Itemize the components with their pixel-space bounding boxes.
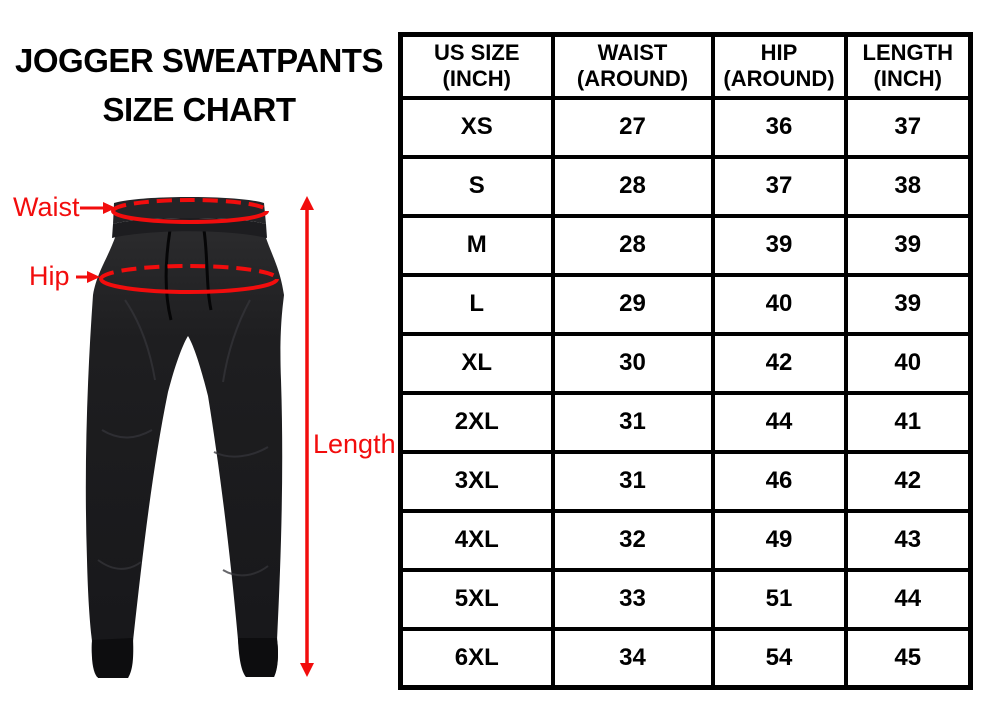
jogger-sweatpants-image <box>76 196 314 678</box>
table-header-row: US SIZE (INCH) WAIST (AROUND) HIP (AROUND) … <box>398 32 973 100</box>
header-line: LENGTH <box>862 40 953 66</box>
cell-length: 44 <box>843 567 973 631</box>
cell-waist: 28 <box>550 213 715 277</box>
drawstring-right <box>202 229 213 311</box>
cell-waist: 32 <box>550 508 715 572</box>
header-line: WAIST <box>597 40 668 66</box>
waistband <box>113 197 266 224</box>
hip-annotation-label: Hip <box>29 261 70 291</box>
cell-hip: 42 <box>710 331 848 395</box>
cell-size: 6XL <box>398 626 555 690</box>
cell-size: XL <box>398 331 555 395</box>
page-title-line2: SIZE CHART <box>102 91 297 128</box>
table-row-2xl: 2XL 31 44 41 <box>398 390 973 454</box>
table-row-6xl: 6XL 34 54 45 <box>398 626 973 690</box>
drawstring-left <box>164 229 173 321</box>
table-row-4xl: 4XL 32 49 43 <box>398 508 973 572</box>
header-line: (AROUND) <box>723 66 835 92</box>
waistband-ridge <box>112 218 267 238</box>
cell-size: 5XL <box>398 567 555 631</box>
table-row-5xl: 5XL 33 51 44 <box>398 567 973 631</box>
arrowheads <box>87 196 314 677</box>
page-title: JOGGER SWEATPANTS SIZE CHART <box>0 36 398 134</box>
cell-size: 2XL <box>398 390 555 454</box>
cell-length: 39 <box>843 272 973 336</box>
product-illustration-panel: JOGGER SWEATPANTS SIZE CHART <box>0 0 398 705</box>
header-line: (AROUND) <box>576 66 689 92</box>
cell-waist: 31 <box>550 449 715 513</box>
cell-waist: 34 <box>550 626 715 690</box>
header-line: US SIZE <box>433 40 520 66</box>
table-row-3xl: 3XL 31 46 42 <box>398 449 973 513</box>
cell-waist: 30 <box>550 331 715 395</box>
cuff-right <box>238 638 278 677</box>
cell-length: 41 <box>843 390 973 454</box>
drawstrings <box>164 229 213 321</box>
cell-hip: 39 <box>710 213 848 277</box>
size-chart-table: US SIZE (INCH) WAIST (AROUND) HIP (AROUND) … <box>398 32 973 690</box>
cell-size: S <box>398 154 555 218</box>
cell-length: 37 <box>843 95 973 159</box>
cell-hip: 46 <box>710 449 848 513</box>
cell-waist: 27 <box>550 95 715 159</box>
table-row-xl: XL 30 42 40 <box>398 331 973 395</box>
cell-waist: 29 <box>550 272 715 336</box>
cell-hip: 44 <box>710 390 848 454</box>
table-row-m: M 28 39 39 <box>398 213 973 277</box>
header-waist: WAIST (AROUND) <box>550 32 715 100</box>
header-line: (INCH) <box>873 66 942 92</box>
cell-hip: 51 <box>710 567 848 631</box>
page-title-line1: JOGGER SWEATPANTS <box>15 42 383 79</box>
cell-waist: 28 <box>550 154 715 218</box>
cell-waist: 33 <box>550 567 715 631</box>
cell-size: XS <box>398 95 555 159</box>
length-annotation-label: Length <box>313 429 396 459</box>
cell-size: L <box>398 272 555 336</box>
header-line: HIP <box>760 40 798 66</box>
hip-measure-ellipse <box>99 264 279 294</box>
cell-length: 39 <box>843 213 973 277</box>
cuff-left <box>91 638 134 678</box>
waist-measure-ellipse <box>111 198 269 224</box>
cell-length: 42 <box>843 449 973 513</box>
cell-length: 38 <box>843 154 973 218</box>
cell-size: M <box>398 213 555 277</box>
cell-size: 4XL <box>398 508 555 572</box>
cell-hip: 36 <box>710 95 848 159</box>
cell-hip: 54 <box>710 626 848 690</box>
header-line: (INCH) <box>442 66 511 92</box>
fabric-fold-lines <box>97 299 269 577</box>
cell-size: 3XL <box>398 449 555 513</box>
header-hip: HIP (AROUND) <box>710 32 848 100</box>
cell-hip: 37 <box>710 154 848 218</box>
cell-hip: 40 <box>710 272 848 336</box>
header-length: LENGTH (INCH) <box>843 32 973 100</box>
cell-length: 40 <box>843 331 973 395</box>
header-us-size: US SIZE (INCH) <box>398 32 555 100</box>
cell-length: 45 <box>843 626 973 690</box>
table-row-s: S 28 37 38 <box>398 154 973 218</box>
cell-hip: 49 <box>710 508 848 572</box>
table-row-xs: XS 27 36 37 <box>398 95 973 159</box>
table-row-l: L 29 40 39 <box>398 272 973 336</box>
waist-annotation-label: Waist <box>13 192 80 222</box>
cell-length: 43 <box>843 508 973 572</box>
cell-waist: 31 <box>550 390 715 454</box>
